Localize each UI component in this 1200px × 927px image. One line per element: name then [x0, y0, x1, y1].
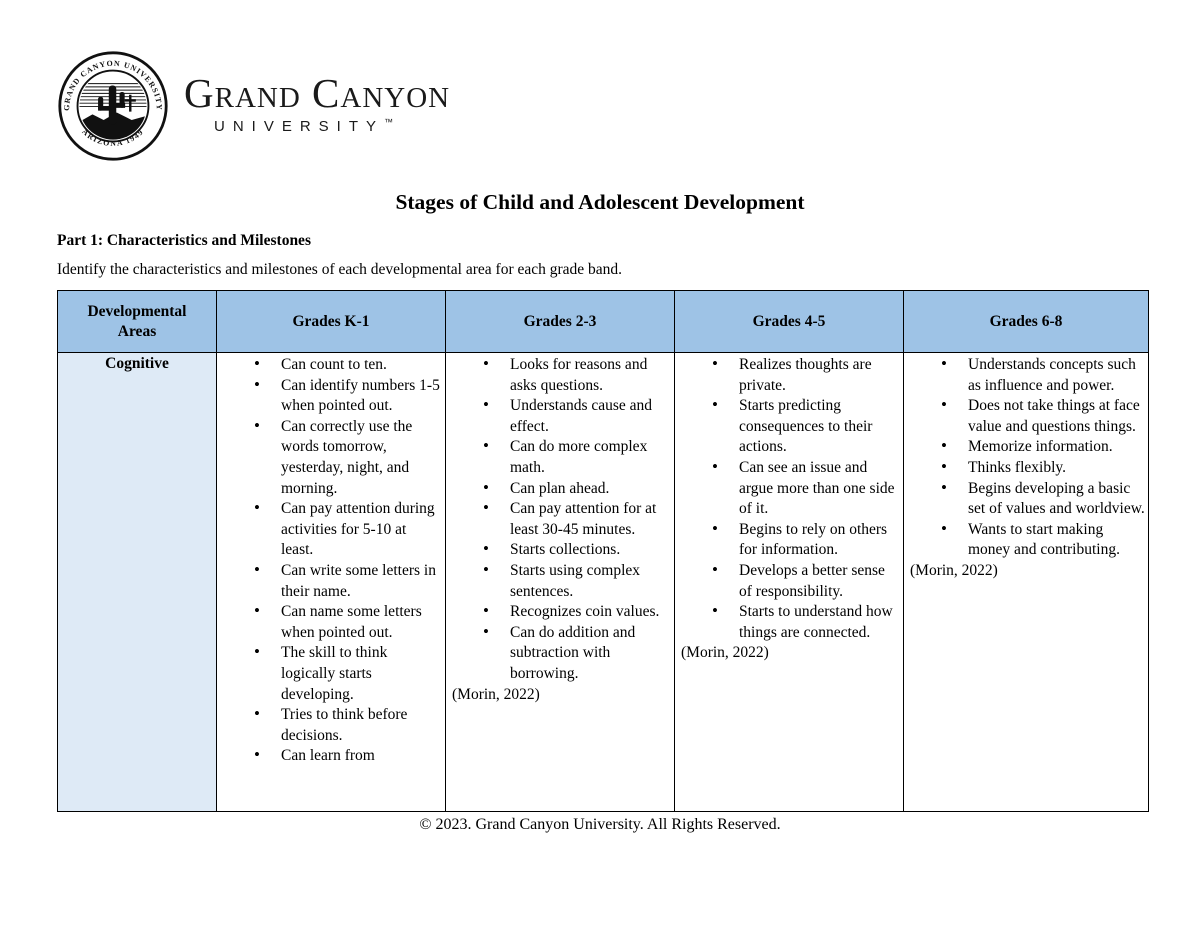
bullet-item: Recognizes coin values. [446, 601, 674, 623]
row-label-cognitive: Cognitive [57, 352, 217, 812]
bullet-item: Realizes thoughts are private. [675, 354, 903, 396]
page-title: Stages of Child and Adolescent Developme… [395, 190, 805, 214]
bullet-item: Begins to rely on others for information… [675, 519, 903, 561]
bullet-item: The skill to think logically starts deve… [217, 642, 445, 705]
bullet-item: Develops a better sense of responsibilit… [675, 560, 903, 602]
footer-copyright: © 2023. Grand Canyon University. All Rig… [419, 816, 781, 833]
bullet-list-2-3: Looks for reasons and asks questions.Und… [446, 354, 674, 685]
logo-wordmark: Grand Canyon UNIVERSITY™ [184, 50, 451, 136]
header-grades-2-3: Grades 2-3 [445, 290, 675, 353]
bullet-item: Can pay attention during activities for … [217, 498, 445, 561]
logo-wordmark-primary: Grand Canyon [184, 70, 451, 116]
table-header-row: Developmental Areas Grades K-1 Grades 2-… [57, 290, 1149, 353]
bullet-item: Tries to think before decisions. [217, 704, 445, 746]
bullet-list-4-5: Realizes thoughts are private.Starts pre… [675, 354, 903, 643]
bullet-item: Can pay attention for at least 30-45 min… [446, 498, 674, 540]
university-logo: GRAND CANYON UNIVERSITY ARIZONA 1949 [57, 50, 450, 162]
trademark-symbol: ™ [384, 117, 394, 127]
bullet-item: Can correctly use the words tomorrow, ye… [217, 416, 445, 499]
table-row-cognitive: Cognitive Can count to ten.Can identify … [57, 352, 1149, 812]
bullet-item: Starts using complex sentences. [446, 560, 674, 602]
bullet-item: Can see an issue and argue more than one… [675, 457, 903, 520]
part1-heading: Part 1: Characteristics and Milestones [57, 232, 311, 249]
bullet-list-k1: Can count to ten.Can identify numbers 1-… [217, 354, 445, 767]
cell-grades-2-3: Looks for reasons and asks questions.Und… [445, 352, 675, 812]
cell-grades-6-8: Understands concepts such as influence a… [903, 352, 1149, 812]
cell-grades-k1: Can count to ten.Can identify numbers 1-… [216, 352, 446, 812]
bullet-item: Can do addition and subtraction with bor… [446, 622, 674, 685]
bullet-item: Can identify numbers 1-5 when pointed ou… [217, 375, 445, 417]
bullet-item: Can do more complex math. [446, 436, 674, 478]
bullet-item: Starts predicting consequences to their … [675, 395, 903, 458]
bullet-item: Wants to start making money and contribu… [904, 519, 1148, 561]
bullet-item: Can plan ahead. [446, 478, 674, 500]
citation-4-5: (Morin, 2022) [681, 644, 769, 662]
header-grades-k1: Grades K-1 [216, 290, 446, 353]
bullet-item: Understands cause and effect. [446, 395, 674, 437]
instruction-text: Identify the characteristics and milesto… [57, 261, 623, 278]
seal-cross-icon [124, 94, 136, 112]
seal-cactus-scene-icon [79, 83, 147, 140]
bullet-item: Does not take things at face value and q… [904, 395, 1148, 437]
bullet-item: Memorize information. [904, 436, 1148, 458]
bullet-item: Can write some letters in their name. [217, 560, 445, 602]
citation-2-3: (Morin, 2022) [452, 685, 540, 703]
university-seal-icon: GRAND CANYON UNIVERSITY ARIZONA 1949 [58, 51, 168, 161]
header-developmental-areas: Developmental Areas [57, 290, 217, 353]
cell-grades-4-5: Realizes thoughts are private.Starts pre… [674, 352, 904, 812]
bullet-item: Starts to understand how things are conn… [675, 601, 903, 643]
bullet-item: Thinks flexibly. [904, 457, 1148, 479]
bullet-item: Looks for reasons and asks questions. [446, 354, 674, 396]
header-grades-4-5: Grades 4-5 [674, 290, 904, 353]
header-grades-6-8: Grades 6-8 [903, 290, 1149, 353]
bullet-item: Starts collections. [446, 539, 674, 561]
bullet-item: Can count to ten. [217, 354, 445, 376]
citation-6-8: (Morin, 2022) [910, 561, 998, 579]
bullet-item: Begins developing a basic set of values … [904, 478, 1148, 520]
bullet-item: Understands concepts such as influence a… [904, 354, 1148, 396]
milestones-table: Developmental Areas Grades K-1 Grades 2-… [57, 290, 1150, 812]
bullet-item: Can name some letters when pointed out. [217, 601, 445, 643]
bullet-list-6-8: Understands concepts such as influence a… [904, 354, 1148, 561]
bullet-item: Can learn from [217, 745, 445, 767]
logo-wordmark-secondary: UNIVERSITY™ [214, 117, 394, 135]
